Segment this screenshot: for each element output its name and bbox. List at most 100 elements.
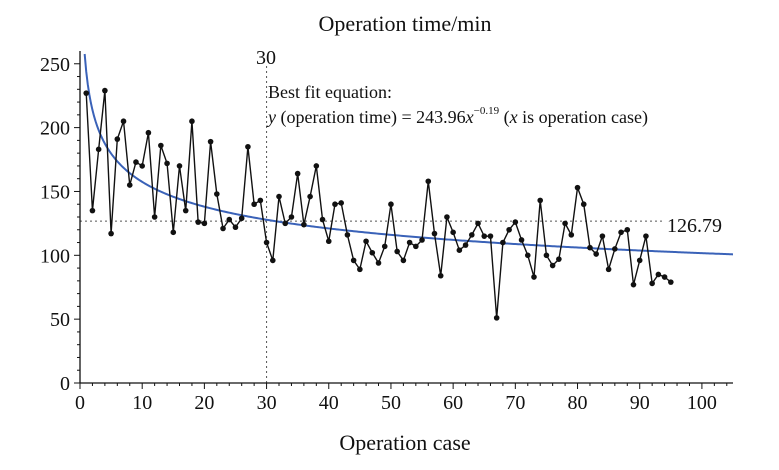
data-point xyxy=(151,214,158,220)
x-tick-label: 80 xyxy=(568,392,588,414)
data-point xyxy=(83,90,90,96)
data-point xyxy=(431,230,438,237)
y-tick-label: 200 xyxy=(40,118,70,140)
data-point xyxy=(574,184,581,191)
x-tick-label: 20 xyxy=(194,392,214,414)
y-tick-label: 50 xyxy=(50,309,70,331)
data-point xyxy=(618,229,624,236)
data-point xyxy=(375,260,382,266)
best-fit-curve xyxy=(83,53,734,256)
data-point xyxy=(108,230,114,237)
eq-text-2: ( xyxy=(499,107,510,128)
data-point xyxy=(487,233,494,239)
data-point xyxy=(207,138,214,145)
x-tick-label: 90 xyxy=(630,392,650,414)
data-point xyxy=(170,229,177,236)
data-point xyxy=(481,233,488,239)
data-point xyxy=(469,232,475,238)
data-point xyxy=(189,118,195,125)
eq-x: x xyxy=(465,107,474,127)
eq-text-3: is operation case) xyxy=(518,107,648,128)
data-point xyxy=(319,216,326,223)
data-point xyxy=(500,239,506,246)
y-tick-label: 150 xyxy=(40,181,70,203)
data-point xyxy=(605,266,612,273)
data-point xyxy=(176,163,183,169)
x-tick-label: 100 xyxy=(687,392,717,414)
data-point xyxy=(369,249,376,256)
data-point xyxy=(518,237,525,243)
data-point xyxy=(182,207,189,214)
data-point xyxy=(139,163,145,169)
data-point xyxy=(301,221,307,228)
data-point xyxy=(158,142,164,149)
data-point xyxy=(531,274,537,280)
data-point xyxy=(232,224,239,231)
data-point xyxy=(338,200,345,206)
data-point xyxy=(543,252,550,259)
data-point xyxy=(325,238,332,245)
data-point xyxy=(126,182,133,188)
data-point xyxy=(556,256,562,262)
data-point xyxy=(406,239,413,246)
data-point xyxy=(630,281,637,288)
eq-x2: x xyxy=(509,107,518,127)
fit-curve xyxy=(83,53,734,256)
data-point xyxy=(537,197,544,204)
data-point xyxy=(593,251,599,257)
data-series xyxy=(83,87,674,321)
data-point xyxy=(636,257,643,264)
data-point xyxy=(245,143,251,150)
data-point xyxy=(612,246,618,252)
data-point xyxy=(661,274,668,280)
x-tick-label: 70 xyxy=(505,392,525,414)
data-point xyxy=(649,280,655,287)
data-point xyxy=(145,129,152,136)
data-point xyxy=(413,243,419,250)
data-point xyxy=(257,197,264,204)
data-point xyxy=(419,237,425,243)
data-point xyxy=(195,219,201,225)
x-tick-label: 0 xyxy=(75,392,85,414)
data-point xyxy=(475,220,481,227)
data-point xyxy=(95,146,102,153)
data-point xyxy=(599,233,606,239)
equation-line-2: y (operation time) = 243.96x−0.19 (x is … xyxy=(266,105,648,128)
data-point xyxy=(425,178,432,185)
eq-text-1: (operation time) = 243.96 xyxy=(276,107,466,128)
data-point xyxy=(294,170,301,177)
chart-title: Operation time/min xyxy=(319,11,492,36)
data-point xyxy=(587,244,593,251)
data-point xyxy=(456,247,463,253)
x-axis-label: Operation case xyxy=(339,430,470,455)
data-point xyxy=(357,266,363,273)
x-tick-label: 50 xyxy=(381,392,401,414)
y-tick-label: 100 xyxy=(40,245,70,267)
data-point xyxy=(506,226,512,233)
data-point xyxy=(512,219,519,225)
equation-line-1: Best fit equation: xyxy=(268,82,392,102)
data-point xyxy=(251,201,257,208)
data-point xyxy=(276,193,282,200)
axes: 0 10 20 30 40 50 60 70 80 90 100 0 50 100 150 200 250 xyxy=(40,51,733,414)
y-tick-label: 0 xyxy=(60,373,70,395)
y-tick-label: 250 xyxy=(40,54,70,76)
data-point xyxy=(668,279,674,285)
x-tick-label: 60 xyxy=(443,392,463,414)
hline-label: 126.79 xyxy=(667,215,722,237)
data-point xyxy=(568,232,575,238)
data-point xyxy=(332,201,338,208)
data-point xyxy=(493,315,500,321)
data-point xyxy=(562,220,568,227)
data-point xyxy=(282,220,289,227)
data-point xyxy=(437,272,444,279)
data-point xyxy=(400,257,407,264)
data-point xyxy=(307,193,313,200)
data-point xyxy=(394,248,400,255)
data-point xyxy=(120,118,127,125)
data-point xyxy=(214,191,220,197)
data-point xyxy=(102,87,108,94)
data-point xyxy=(363,238,369,245)
data-point xyxy=(462,242,469,248)
